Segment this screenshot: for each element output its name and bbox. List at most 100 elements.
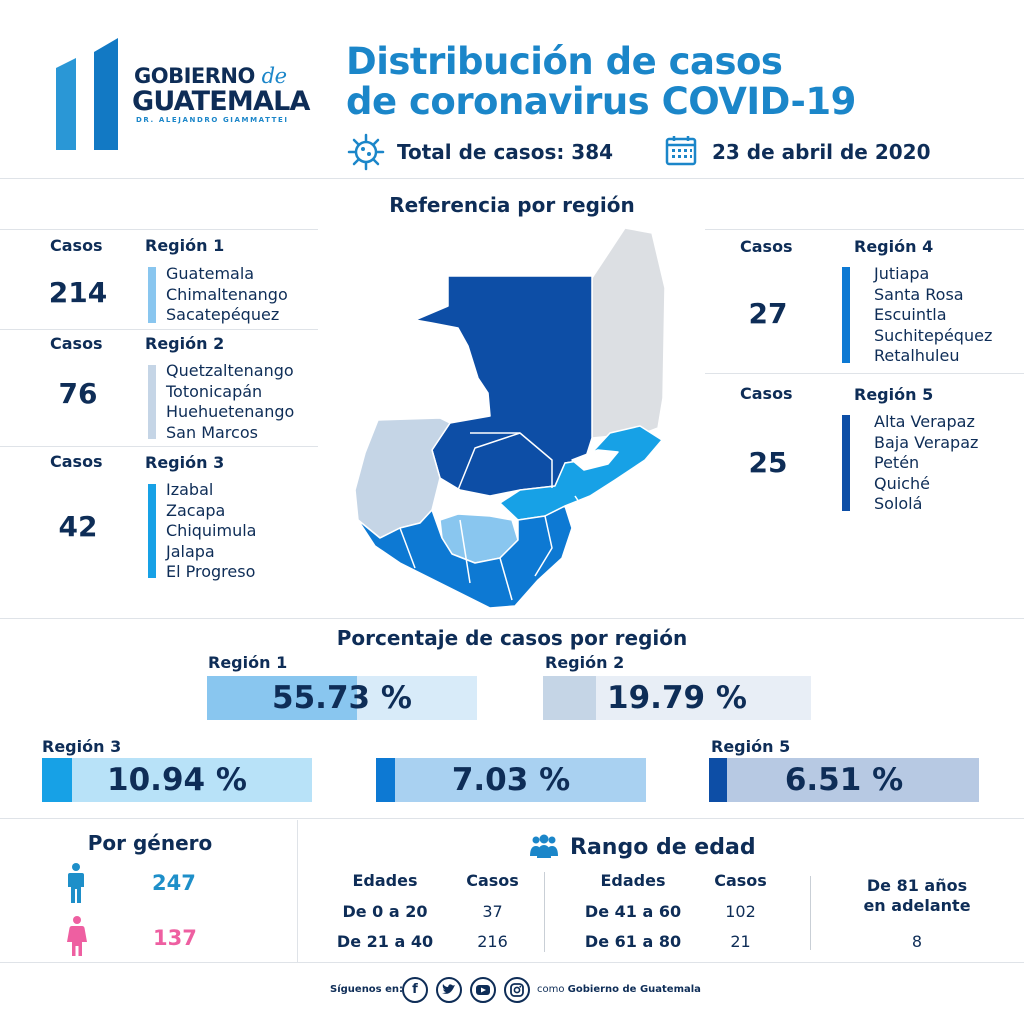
age-header-casos: Casos (714, 871, 767, 890)
department: Guatemala (166, 264, 255, 283)
male-icon (68, 863, 84, 903)
female-count: 137 (153, 926, 197, 950)
follow-label: Síguenos en: (330, 984, 404, 995)
male-count: 247 (152, 871, 196, 895)
percent-value: 55.73 % (272, 680, 412, 716)
gender-title: Por género (87, 831, 213, 855)
department: Jutiapa (874, 264, 930, 283)
region-cases: 42 (58, 510, 98, 543)
logo-president: DR. ALEJANDRO GIAMMATTEI (136, 116, 289, 124)
divider (0, 178, 1024, 179)
department: Zacapa (166, 500, 226, 520)
percent-fill (207, 676, 357, 720)
percent-fill (709, 758, 727, 802)
divider (297, 820, 298, 962)
region-color-bar (148, 365, 156, 439)
age-range: De 41 a 60 (584, 902, 682, 921)
region-color-bar (148, 267, 156, 323)
percent-label: Región 5 (711, 737, 791, 756)
map-lake (571, 449, 619, 471)
department: Santa Rosa (874, 284, 964, 304)
department: Sololá (874, 494, 923, 513)
percent-bar-region-3: 10.94 % (42, 758, 312, 802)
region-color-bar (842, 267, 850, 363)
department: San Marcos (166, 422, 258, 442)
virus-icon (347, 133, 385, 171)
percent-label: Región 2 (545, 653, 625, 672)
age-range: De 0 a 20 (342, 902, 428, 921)
region-cases: 76 (58, 377, 98, 410)
title-line-1: Distribución de casos (346, 40, 783, 83)
age-cases: 216 (477, 932, 508, 951)
divider (0, 229, 318, 230)
department: Alta Verapaz (874, 412, 975, 431)
department: Izabal (166, 480, 214, 499)
youtube-icon[interactable] (470, 977, 496, 1003)
age-header-casos: Casos (466, 871, 519, 890)
percent-fill (543, 676, 596, 720)
age-over-81-cases: 8 (911, 932, 923, 951)
department: Jalapa (166, 541, 215, 561)
region-departments: Quetzaltenango Totonicapán Huehuetenango… (166, 361, 294, 443)
divider (0, 962, 1024, 963)
region-name: Región 4 (854, 237, 934, 256)
department: Chimaltenango (166, 284, 288, 304)
region-name: Región 5 (854, 385, 934, 404)
report-date: 23 de abril de 2020 (712, 140, 931, 164)
casos-label: Casos (50, 236, 103, 255)
region-name: Región 2 (145, 334, 225, 353)
department: El Progreso (166, 562, 256, 581)
department: Retalhuleu (874, 346, 960, 365)
region-color-bar (148, 484, 156, 578)
logo-guatemala: GUATEMALA (132, 86, 310, 117)
region-cases: 27 (748, 297, 788, 330)
percent-fill (42, 758, 72, 802)
people-group-icon (530, 834, 558, 858)
twitter-icon[interactable] (436, 977, 462, 1003)
percent-value: 6.51 % (784, 762, 904, 798)
percent-bar-region-2: 19.79 % (543, 676, 811, 720)
footer-account: como Gobierno de Guatemala (537, 984, 701, 995)
logo-gobierno: GOBIERNO (134, 64, 255, 88)
region-name: Región 3 (145, 453, 225, 472)
age-title: Rango de edad (570, 835, 756, 860)
female-icon (67, 916, 87, 956)
logo-de: de (261, 64, 287, 88)
age-range: De 21 a 40 (336, 932, 434, 951)
department: Escuintla (874, 305, 947, 324)
instagram-icon[interactable] (504, 977, 530, 1003)
casos-label: Casos (50, 334, 103, 353)
age-over-81-line: De 81 años (866, 876, 968, 895)
percent-fill (376, 758, 395, 802)
facebook-icon[interactable]: f (402, 977, 428, 1003)
department: Baja Verapaz (874, 432, 979, 452)
age-range: De 61 a 80 (584, 932, 682, 951)
age-cases: 37 (482, 902, 503, 921)
title-line-2: de coronavirus COVID-19 (346, 80, 856, 123)
divider (544, 872, 545, 952)
region-color-bar (842, 415, 850, 511)
percent-value: 7.03 % (451, 762, 571, 798)
calendar-icon (665, 136, 697, 166)
total-cases: Total de casos: 384 (397, 140, 614, 164)
percent-label: Región 1 (208, 653, 288, 672)
department: Huehuetenango (166, 402, 295, 421)
region-departments: Alta Verapaz Baja Verapaz Petén Quiché S… (874, 412, 978, 515)
department: Sacatepéquez (166, 305, 280, 324)
divider (705, 229, 1024, 230)
age-over-81-label: De 81 años en adelante (838, 876, 996, 916)
region-name: Región 1 (145, 236, 225, 255)
department: Chiquimula (166, 521, 257, 540)
map-title: Referencia por región (389, 193, 635, 217)
page-title: Distribución de casos de coronavirus COV… (346, 42, 856, 122)
age-cases: 21 (730, 932, 751, 951)
percent-value: 19.79 % (607, 680, 747, 716)
region-departments: Izabal Zacapa Chiquimula Jalapa El Progr… (166, 480, 256, 583)
casos-label: Casos (740, 384, 793, 403)
percent-value: 10.94 % (107, 762, 247, 798)
region-departments: Guatemala Chimaltenango Sacatepéquez (166, 264, 288, 326)
footer-como: como (537, 984, 565, 995)
department: Petén (874, 453, 920, 472)
divider (810, 876, 811, 950)
divider (0, 329, 318, 330)
